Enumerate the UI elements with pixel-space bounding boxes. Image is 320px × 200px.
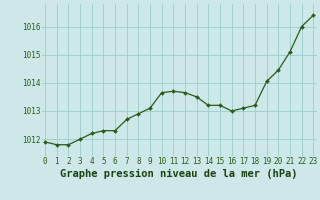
X-axis label: Graphe pression niveau de la mer (hPa): Graphe pression niveau de la mer (hPa) bbox=[60, 169, 298, 179]
